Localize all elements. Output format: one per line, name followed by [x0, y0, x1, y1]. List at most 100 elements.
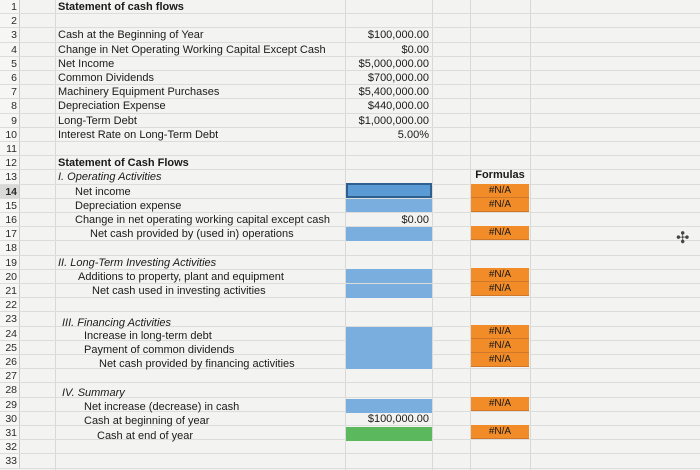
line-additions-ppe: Additions to property, plant and equipme… — [78, 270, 284, 283]
formula-net-cash-financing: #N/A — [471, 353, 529, 367]
input-value[interactable]: $5,400,000.00 — [358, 86, 429, 99]
input-label: Change in Net Operating Working Capital … — [58, 43, 326, 56]
row-number[interactable]: 15 — [0, 198, 20, 212]
col-divider — [470, 0, 471, 470]
sheet-row: 23 — [0, 312, 700, 327]
formulas-header: Formulas — [475, 169, 525, 181]
line-cash-end: Cash at end of year — [97, 429, 194, 442]
row-number[interactable]: 18 — [0, 241, 20, 255]
row-number[interactable]: 4 — [0, 42, 20, 56]
row-number[interactable]: 32 — [0, 440, 20, 454]
row-number[interactable]: 5 — [0, 56, 20, 70]
section-heading-operating: I. Operating Activities — [58, 171, 162, 184]
row-number[interactable]: 26 — [0, 355, 20, 369]
row-number[interactable]: 14 — [0, 184, 20, 198]
input-value[interactable]: $5,000,000.00 — [358, 57, 429, 70]
formula-increase-debt: #N/A — [471, 325, 529, 339]
line-depreciation: Depreciation expense — [75, 199, 182, 212]
row-number[interactable]: 16 — [0, 213, 20, 227]
input-value[interactable]: $700,000.00 — [367, 72, 429, 84]
sheet-row: 8 — [0, 99, 700, 114]
row-number[interactable]: 2 — [0, 14, 20, 28]
line-net-increase: Net increase (decrease) in cash — [84, 401, 240, 414]
answer-cell-net-cash-investing[interactable] — [346, 284, 432, 298]
sheet-row: 10 — [0, 127, 700, 142]
line-net-cash-investing: Net cash used in investing activities — [92, 285, 266, 297]
answer-cell-additions-ppe[interactable] — [346, 269, 432, 283]
answer-cell-increase-debt[interactable] — [346, 327, 432, 341]
row-number[interactable]: 31 — [0, 426, 20, 440]
row-number[interactable]: 12 — [0, 156, 20, 170]
row-number[interactable]: 21 — [0, 284, 20, 298]
value-cash-beginning[interactable]: $100,000.00 — [367, 413, 429, 425]
answer-cell-dividends[interactable] — [346, 341, 432, 355]
answer-cell-net-increase[interactable] — [346, 399, 432, 413]
input-label: Net Income — [58, 57, 115, 70]
answer-cell-net-income[interactable] — [346, 183, 432, 198]
formula-cash-end: #N/A — [471, 425, 529, 439]
row-number[interactable]: 7 — [0, 85, 20, 99]
sheet-row: 7 — [0, 85, 700, 100]
sheet-title: Statement of cash flows — [58, 1, 184, 13]
row-number[interactable]: 29 — [0, 397, 20, 411]
value-change-nowc[interactable]: $0.00 — [401, 214, 429, 226]
line-dividends: Payment of common dividends — [84, 344, 235, 357]
line-change-nowc: Change in net operating working capital … — [75, 214, 330, 226]
input-value[interactable]: $100,000.00 — [367, 29, 429, 42]
row-number[interactable]: 25 — [0, 340, 20, 354]
plus-cursor-icon: ✣ — [676, 230, 690, 247]
answer-cell-net-cash-operations[interactable] — [346, 227, 432, 241]
input-label: Cash at the Beginning of Year — [58, 29, 204, 42]
row-number[interactable]: 27 — [0, 369, 20, 383]
row-number[interactable]: 20 — [0, 269, 20, 283]
sheet-row: 18 — [0, 241, 700, 256]
row-number[interactable]: 9 — [0, 113, 20, 127]
input-value[interactable]: $1,000,000.00 — [358, 114, 429, 127]
sheet-row: 33 — [0, 454, 700, 469]
row-number[interactable]: 3 — [0, 28, 20, 42]
input-value[interactable]: 5.00% — [397, 128, 429, 141]
row-number[interactable]: 30 — [0, 411, 20, 425]
row-number[interactable]: 24 — [0, 326, 20, 340]
sheet-row: 11 — [0, 142, 700, 157]
row-number[interactable]: 8 — [0, 99, 20, 113]
row-number[interactable]: 19 — [0, 255, 20, 269]
sheet-row: 14 — [0, 184, 700, 199]
sheet-row: 15 — [0, 198, 700, 213]
line-net-cash-operations: Net cash provided by (used in) operation… — [90, 228, 294, 241]
sheet-row: 5 — [0, 56, 700, 71]
row-number[interactable]: 28 — [0, 383, 20, 397]
sheet-row: 4 — [0, 42, 700, 57]
row-number[interactable]: 23 — [0, 312, 20, 326]
row-number[interactable]: 11 — [0, 142, 20, 156]
line-increase-debt: Increase in long-term debt — [84, 330, 212, 342]
row-number[interactable]: 22 — [0, 298, 20, 312]
row-number[interactable]: 13 — [0, 170, 20, 184]
col-divider — [432, 0, 433, 470]
input-label: Depreciation Expense — [58, 100, 166, 113]
formula-net-cash-investing: #N/A — [471, 282, 529, 296]
answer-cell-cash-end[interactable] — [346, 427, 432, 441]
sheet-row: 22 — [0, 298, 700, 313]
answer-cell-net-cash-financing[interactable] — [346, 355, 432, 369]
answer-cell-depreciation[interactable] — [346, 199, 432, 212]
row-number[interactable]: 33 — [0, 454, 20, 468]
col-divider — [345, 0, 346, 470]
input-label: Long-Term Debt — [58, 114, 137, 127]
input-value[interactable]: $0.00 — [401, 43, 429, 56]
sheet-row: 20 — [0, 269, 700, 284]
formula-additions-ppe: #N/A — [471, 268, 529, 282]
row-number[interactable]: 1 — [0, 0, 20, 14]
formula-depreciation: #N/A — [471, 198, 529, 212]
formula-net-cash-operations: #N/A — [471, 226, 529, 240]
sheet-row: 12 — [0, 156, 700, 171]
row-number[interactable]: 10 — [0, 127, 20, 141]
line-cash-beginning: Cash at beginning of year — [84, 415, 210, 428]
sheet-row: 30 — [0, 411, 700, 426]
section-heading-summary: IV. Summary — [62, 387, 125, 399]
row-number[interactable]: 17 — [0, 227, 20, 241]
sheet-row: 28 — [0, 383, 700, 398]
input-value[interactable]: $440,000.00 — [367, 100, 429, 113]
row-number[interactable]: 6 — [0, 71, 20, 85]
